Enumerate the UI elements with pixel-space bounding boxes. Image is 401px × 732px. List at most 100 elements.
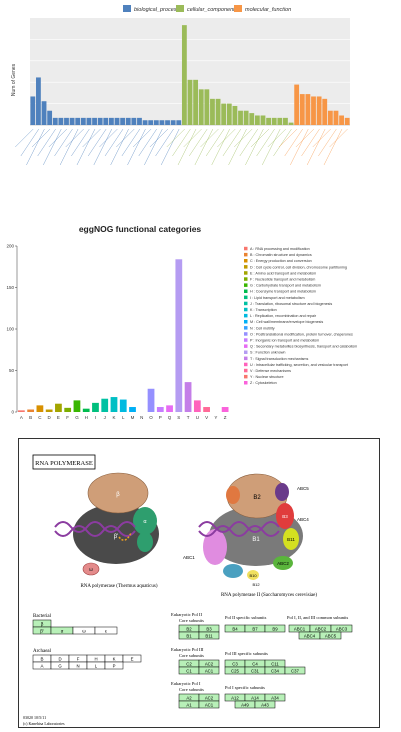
go-bar	[153, 120, 159, 125]
go-bar	[327, 110, 333, 125]
egg-legend-swatch	[244, 356, 248, 361]
pol3-subunit-table: C2 AC2 C1 AC1 C3 C4 C11 C25 C31 C34 C37	[178, 659, 306, 675]
egg-bar	[193, 400, 201, 412]
go-bar	[165, 120, 170, 125]
egg-y-tick-label: 0	[11, 410, 14, 415]
egg-y-tick-label: 200	[6, 244, 14, 249]
bacterial-beta-text: β	[41, 622, 44, 627]
archaeal-label: Archaeal	[33, 649, 52, 654]
egg-bar	[36, 405, 44, 412]
egg-legend-swatch	[244, 271, 248, 275]
go-bar	[125, 117, 131, 125]
go-term-label	[104, 128, 124, 157]
go-bar	[333, 110, 339, 125]
legend-swatch-mf	[234, 5, 242, 12]
egg-legend-swatch	[244, 362, 248, 367]
egg-y-tick-label: 50	[9, 368, 15, 373]
pol3-specific-text: C37	[291, 669, 299, 674]
go-term-label	[132, 128, 152, 148]
omega-label: ω	[89, 567, 93, 573]
pol1-specific-cell	[254, 700, 276, 709]
archaeal-table: B A D F H K E G N L P	[32, 654, 142, 670]
go-term-label	[267, 128, 287, 148]
go-bar	[254, 115, 260, 125]
egg-x-tick-label: Q	[168, 415, 172, 420]
egg-legend-label: N : Cell motility	[250, 326, 275, 330]
pol1-specific-text: A43	[261, 703, 269, 708]
egg-bar	[73, 400, 81, 412]
go-term-label	[166, 128, 185, 148]
egg-legend-swatch	[244, 332, 248, 336]
pol3-specific-text: C34	[271, 669, 279, 674]
bacterial-text: ω	[82, 629, 86, 634]
pol3-core-header: Core subunits	[179, 653, 204, 658]
dna-strand-2	[54, 525, 136, 537]
egg-legend-label: V : Defense mechanisms	[250, 369, 291, 373]
egg-x-tick-label: A	[20, 415, 23, 420]
go-bar	[108, 117, 114, 125]
go-term-label	[155, 128, 174, 157]
yeast-pol2-diagram: B2 B1 ABC5 B3 ABC4 B11 ABC1 ABC2 B10 B12…	[183, 473, 317, 598]
egg-x-tick-label: S	[177, 415, 180, 420]
egg-x-tick-label: V	[205, 415, 208, 420]
egg-x-tick-label: E	[57, 415, 60, 420]
go-term-label	[37, 128, 56, 157]
egg-bar	[55, 403, 62, 412]
kegg-title-box	[32, 454, 96, 470]
go-y-axis-label: Num of Genes	[11, 63, 17, 96]
go-bar	[266, 117, 272, 125]
pol1-core-text: A1	[186, 703, 192, 708]
go-bar	[344, 117, 350, 125]
egg-legend-swatch	[244, 246, 248, 251]
go-bar	[243, 110, 249, 125]
pol1-specific-text: A49	[241, 703, 249, 708]
pol1-core-text: A2	[186, 696, 192, 701]
egg-legend-swatch	[244, 307, 248, 312]
egg-legend-label: P : Inorganic ion transport and metaboli…	[250, 339, 319, 343]
go-term-label	[48, 128, 68, 148]
go-term-label	[211, 128, 230, 166]
pol2-core-text: B2	[186, 627, 192, 632]
go-bar	[311, 96, 316, 125]
go-term-label	[222, 128, 242, 157]
beta-subunit	[87, 472, 149, 514]
pol1-core-header: Core subunits	[179, 687, 204, 692]
egg-bar	[119, 399, 127, 412]
egg-x-tick-label: B	[29, 415, 32, 420]
egg-bar	[18, 410, 25, 412]
pol1-specific-text: A12	[231, 696, 239, 701]
egg-legend-swatch	[244, 295, 248, 300]
egg-legend-label: H : Coenzyme transport and metabolism	[250, 290, 316, 294]
kegg-map-svg: RNA POLYMERASE β β' α ω RNA polymerase (…	[23, 454, 353, 726]
pol2-specific-text: B9	[272, 627, 278, 632]
pol3-core-text: AC1	[205, 669, 214, 674]
archaeal-text: F	[77, 657, 80, 662]
go-term-label	[262, 128, 281, 166]
go-bar	[148, 120, 154, 125]
legend-swatch-bp	[123, 5, 131, 12]
go-bar	[232, 105, 238, 125]
go-classification-chart: biological_process cellular_component mo…	[0, 0, 401, 215]
egg-x-tick-label: O	[149, 415, 153, 420]
b11-subunit	[283, 528, 299, 550]
go-term-label	[138, 128, 157, 157]
go-bar	[36, 77, 41, 125]
alpha-subunit-2	[137, 532, 153, 552]
pol2-common-cell	[319, 631, 342, 640]
go-bar	[299, 94, 305, 125]
egg-x-tick-label: T	[187, 415, 190, 420]
b3-subunit	[276, 503, 294, 529]
egg-bar	[92, 402, 99, 412]
egg-legend-swatch	[244, 277, 248, 281]
archaeal-cell	[122, 654, 142, 663]
go-term-label	[93, 128, 113, 166]
egg-legend-swatch	[244, 313, 248, 318]
egg-legend-label: E : Amino acid transport and metabolism	[250, 271, 316, 275]
abc3-subunit	[223, 564, 243, 578]
go-term-label	[127, 128, 146, 166]
egg-bar	[82, 408, 90, 412]
egg-y-tick-label: 100	[6, 327, 14, 332]
go-term-label	[278, 128, 298, 148]
egg-legend-label: F : Nucleotide transport and metabolism	[250, 278, 315, 282]
pol2-core-text: B1	[186, 634, 192, 639]
